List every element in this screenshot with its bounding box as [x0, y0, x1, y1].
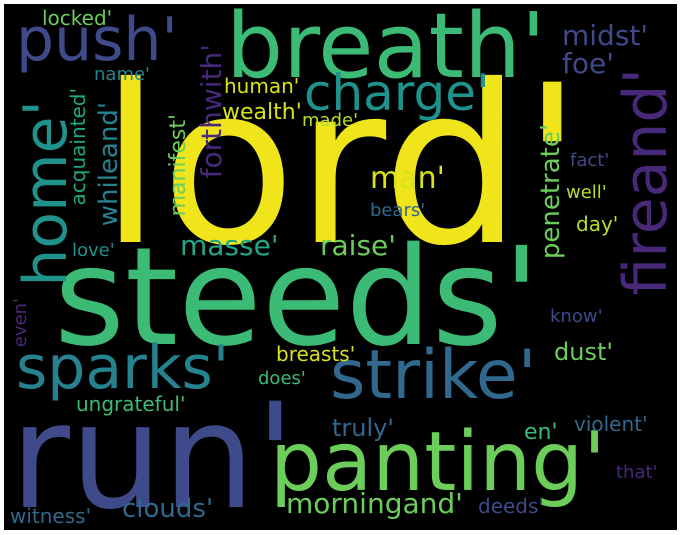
word-panting: panting': [270, 415, 606, 510]
word-made: made': [302, 110, 359, 131]
word-human: human': [224, 74, 300, 98]
word-even: even': [10, 298, 31, 348]
word-that: that': [616, 462, 658, 483]
word-truly: truly': [332, 414, 394, 442]
word-breath: breath': [226, 4, 546, 99]
word-raise: raise': [320, 229, 396, 262]
word-penetrate: penetrate': [536, 124, 566, 260]
word-locked: locked': [42, 6, 113, 30]
word-fact: fact': [570, 150, 610, 171]
word-deeds: deeds': [478, 494, 544, 518]
word-push: push': [16, 5, 178, 75]
word-breasts: breasts': [276, 342, 356, 366]
word-forthwith: forthwith': [195, 44, 228, 179]
word-day: day': [576, 212, 619, 236]
word-midst: midst': [562, 19, 649, 52]
word-wealth: wealth': [222, 100, 302, 125]
word-ungrateful: ungrateful': [76, 392, 186, 416]
word-does: does': [258, 368, 306, 389]
word-fireand: fireand': [611, 68, 677, 296]
word-man: man': [370, 161, 445, 196]
word-name: name': [94, 64, 150, 85]
word-acquainted: acquainted': [66, 88, 90, 206]
word-en: en': [524, 420, 558, 445]
word-manifest: manifest': [166, 114, 191, 217]
word-know: know': [550, 306, 603, 327]
word-dust: dust': [554, 338, 613, 366]
word-violent: violent': [574, 412, 648, 436]
word-whileand: whileand': [94, 102, 124, 227]
word-run: run': [10, 372, 296, 530]
word-lord: lord': [100, 38, 583, 294]
word-well: well': [566, 182, 607, 203]
word-strike: strike': [330, 336, 537, 415]
word-cloud: lord' steeds' run' breath' panting' stri…: [4, 4, 677, 530]
word-witness: witness': [10, 504, 92, 528]
word-love: love': [72, 240, 115, 261]
word-clouds: clouds': [122, 494, 214, 524]
word-masse: masse': [180, 229, 279, 262]
word-morningand: morningand': [286, 487, 463, 520]
word-steeds: steeds': [54, 219, 541, 377]
word-bears: bears': [370, 200, 426, 221]
word-charge: charge': [304, 64, 490, 122]
word-sparks: sparks': [16, 333, 230, 403]
word-foe: foe': [562, 47, 614, 80]
